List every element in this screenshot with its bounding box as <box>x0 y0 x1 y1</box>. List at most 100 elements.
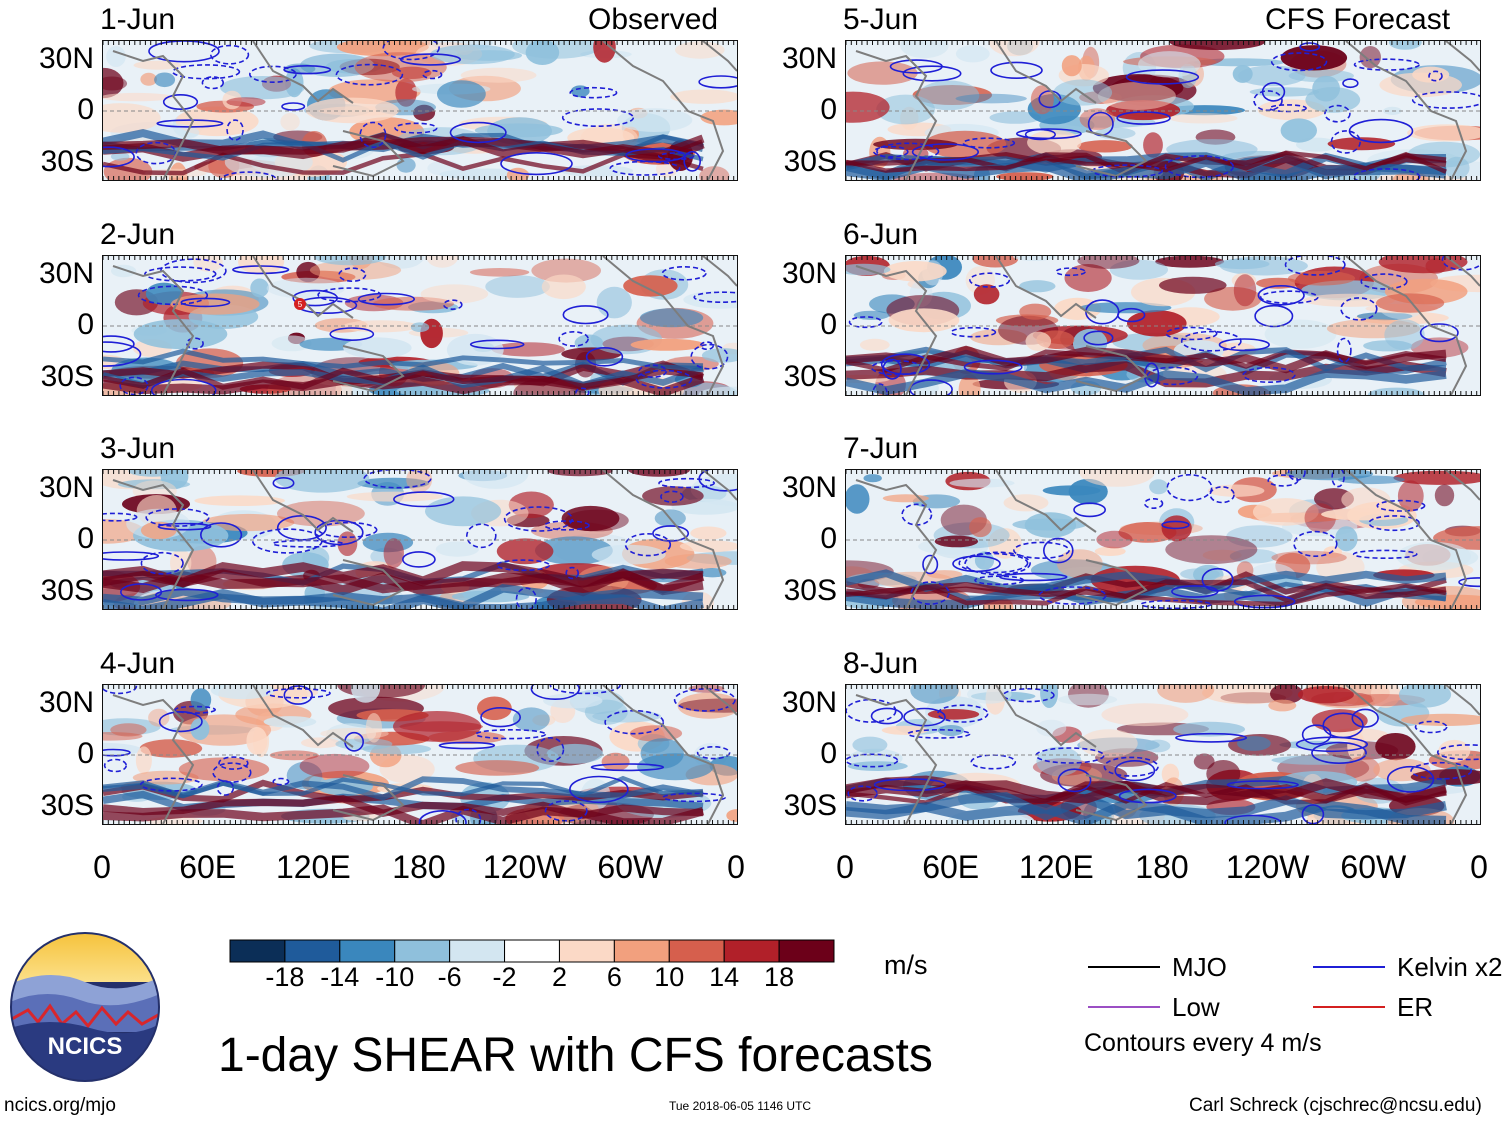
shear-shading-blob <box>1079 729 1138 758</box>
coastline <box>112 479 195 609</box>
coastline <box>702 256 737 287</box>
kelvin-contour <box>1360 273 1408 290</box>
coastline <box>112 694 195 824</box>
shear-shading-blob <box>335 738 393 750</box>
shear-shading-blob <box>274 470 370 493</box>
colorbar-tick-label: 10 <box>654 962 685 992</box>
shear-shading-blob <box>1341 487 1391 512</box>
logo-text: NCICS <box>48 1033 123 1060</box>
coastline <box>252 685 354 748</box>
kelvin-contour <box>212 762 252 783</box>
kelvin-contour <box>846 698 897 723</box>
kelvin-contour <box>422 69 443 80</box>
shear-shading-blob <box>670 89 737 104</box>
shear-shading-blob <box>300 53 375 77</box>
colorbar-swatch <box>504 939 560 963</box>
shear-shading-blob <box>1012 256 1056 261</box>
shear-shading-blob <box>1326 318 1421 339</box>
shear-shading-blob <box>1202 549 1242 561</box>
kelvin-contour <box>1259 290 1319 305</box>
shear-shading-blob <box>462 470 529 489</box>
kelvin-contour <box>922 554 939 575</box>
kelvin-contour <box>1057 768 1092 793</box>
kelvin-contour <box>359 121 387 149</box>
shear-shading-blob <box>591 544 666 565</box>
kelvin-contour <box>1368 515 1421 532</box>
kelvin-contour <box>1340 297 1378 321</box>
shear-shading-blob <box>881 725 929 735</box>
kelvin-contour <box>1253 90 1283 112</box>
kelvin-contour <box>200 522 243 548</box>
coastline <box>1345 470 1468 609</box>
shear-shading-blob <box>630 338 705 351</box>
shear-shading-blob <box>637 753 714 781</box>
panel-date-label: 7-Jun <box>843 432 919 465</box>
kelvin-contour <box>846 753 899 768</box>
kelvin-contour <box>137 285 209 306</box>
colorbar-tick-label: 2 <box>551 962 567 992</box>
shear-map <box>102 40 738 181</box>
shear-shading-blob <box>110 152 130 161</box>
kelvin-contour <box>1114 759 1156 782</box>
legend-line-swatch <box>1088 1006 1160 1008</box>
kelvin-contour <box>139 777 203 792</box>
coastline <box>702 685 737 716</box>
latitude-label: 30S <box>40 360 94 393</box>
shear-shading-blob <box>420 284 489 304</box>
shear-shading-blob <box>1145 739 1171 753</box>
panel-date-label: 1-Jun <box>100 3 176 36</box>
latitude-label: 30S <box>783 574 837 607</box>
shear-shading-blob <box>512 41 602 59</box>
kelvin-contour <box>565 566 580 580</box>
shear-shading-blob <box>250 278 269 298</box>
shear-shading-blob <box>201 513 295 532</box>
shear-band <box>846 792 1447 821</box>
kelvin-contour <box>847 785 878 802</box>
coastline <box>332 774 405 822</box>
shear-shading-blob <box>1407 124 1480 142</box>
shear-shading-blob <box>1397 480 1424 512</box>
shear-shading-blob <box>1233 274 1257 307</box>
shear-shading-blob <box>1229 549 1278 564</box>
shear-shading-blob <box>426 256 458 268</box>
shear-shading-blob <box>593 41 616 63</box>
longitude-label: 120E <box>275 849 351 885</box>
kelvin-contour <box>1013 541 1070 560</box>
shear-shading-blob <box>469 268 530 277</box>
colorbar-swatch <box>668 939 725 963</box>
shear-band <box>846 150 1447 174</box>
shear-shading-blob <box>491 342 565 357</box>
shear-map <box>845 40 1481 181</box>
kelvin-contour <box>543 520 590 531</box>
kelvin-contour <box>638 364 668 378</box>
kelvin-contour <box>536 736 565 762</box>
shear-shading-blob <box>561 505 620 532</box>
shear-shading-blob <box>437 80 486 108</box>
longitude-label: 180 <box>392 849 446 885</box>
shear-shading-blob <box>623 275 678 297</box>
shear-shading-blob <box>1169 41 1266 50</box>
kelvin-contour <box>155 588 219 602</box>
shear-shading-blob <box>1359 46 1381 69</box>
kelvin-contour <box>1254 304 1294 328</box>
kelvin-contour <box>1103 756 1159 777</box>
shear-shading-blob <box>846 484 870 514</box>
shear-shading-blob <box>305 97 399 124</box>
kelvin-contour <box>135 141 177 165</box>
shear-shading-blob <box>393 711 482 742</box>
panel-date-label: 5-Jun <box>843 3 919 36</box>
shear-shading-blob <box>1019 303 1052 320</box>
legend-item-label: Low <box>1172 992 1220 1022</box>
kelvin-contour <box>144 266 217 282</box>
kelvin-contour <box>544 800 588 822</box>
shear-shading-blob <box>226 97 266 107</box>
footer-url[interactable]: ncics.org/mjo <box>4 1095 116 1116</box>
longitude-label: 60W <box>597 849 664 885</box>
coastline <box>995 256 1097 319</box>
coastline <box>332 559 405 607</box>
shear-shading-blob <box>543 693 603 709</box>
kelvin-contour <box>990 61 1043 79</box>
shear-shading-blob <box>1345 756 1380 782</box>
shear-shading-blob <box>664 553 732 569</box>
kelvin-contour <box>970 754 1017 770</box>
